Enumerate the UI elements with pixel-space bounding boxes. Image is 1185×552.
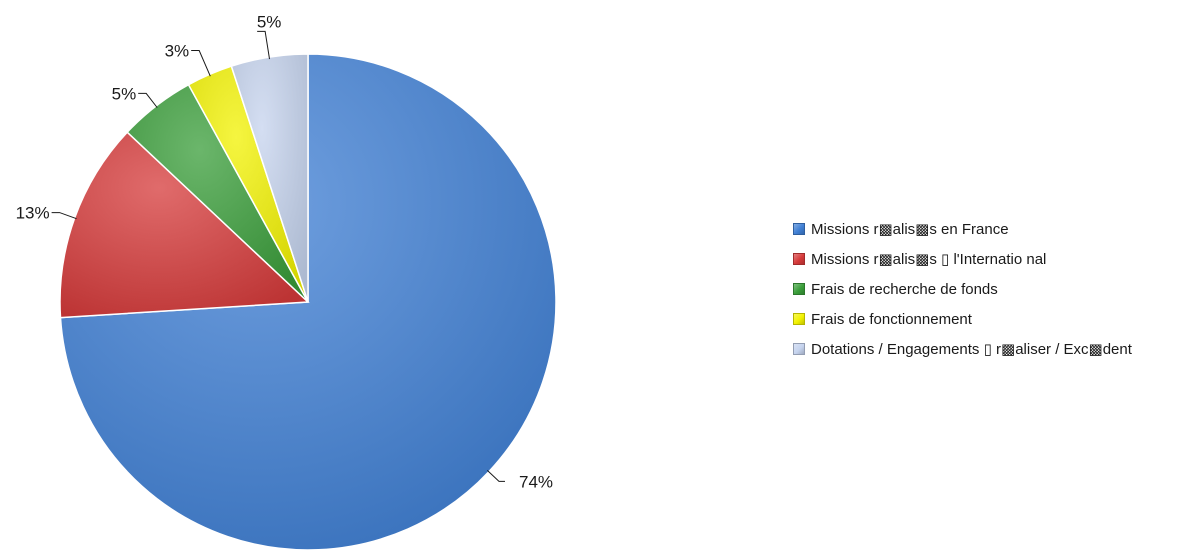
leader-lines bbox=[51, 30, 505, 482]
legend-item-4: Frais de fonctionnement bbox=[793, 304, 1132, 334]
pie-slices bbox=[59, 53, 557, 551]
legend-item-3: Frais de recherche de fonds bbox=[793, 274, 1132, 304]
legend-item-1: Missions r▩alis▩s en France bbox=[793, 214, 1132, 244]
legend-swatch-4 bbox=[793, 313, 805, 325]
legend-swatch-2 bbox=[793, 253, 805, 265]
data-labels: 74% 13% 5% 3% 5% bbox=[16, 12, 553, 491]
data-label-1: 74% bbox=[519, 472, 553, 491]
legend-swatch-1 bbox=[793, 223, 805, 235]
legend: Missions r▩alis▩s en France Missions r▩al… bbox=[793, 214, 1132, 364]
legend-swatch-5 bbox=[793, 343, 805, 355]
legend-label-4: Frais de fonctionnement bbox=[811, 310, 972, 328]
legend-label-1: Missions r▩alis▩s en France bbox=[811, 221, 1009, 238]
legend-label-2: Missions r▩alis▩s ▯ l'Internatio nal bbox=[811, 251, 1047, 268]
leader-line-2 bbox=[51, 212, 77, 220]
legend-item-2: Missions r▩alis▩s ▯ l'Internatio nal bbox=[793, 244, 1132, 274]
legend-item-5: Dotations / Engagements ▯ r▩aliser / Exc… bbox=[793, 334, 1132, 364]
legend-label-3: Frais de recherche de fonds bbox=[811, 280, 998, 298]
leader-line-3 bbox=[138, 92, 158, 108]
leader-line-4 bbox=[191, 50, 211, 77]
leader-line-1 bbox=[486, 470, 505, 482]
data-label-4: 3% bbox=[165, 42, 190, 61]
data-label-5: 5% bbox=[257, 12, 282, 31]
legend-label-5: Dotations / Engagements ▯ r▩aliser / Exc… bbox=[811, 341, 1132, 358]
leader-line-5 bbox=[257, 30, 271, 60]
data-label-2: 13% bbox=[16, 204, 50, 223]
legend-swatch-3 bbox=[793, 283, 805, 295]
data-label-3: 5% bbox=[112, 84, 137, 103]
